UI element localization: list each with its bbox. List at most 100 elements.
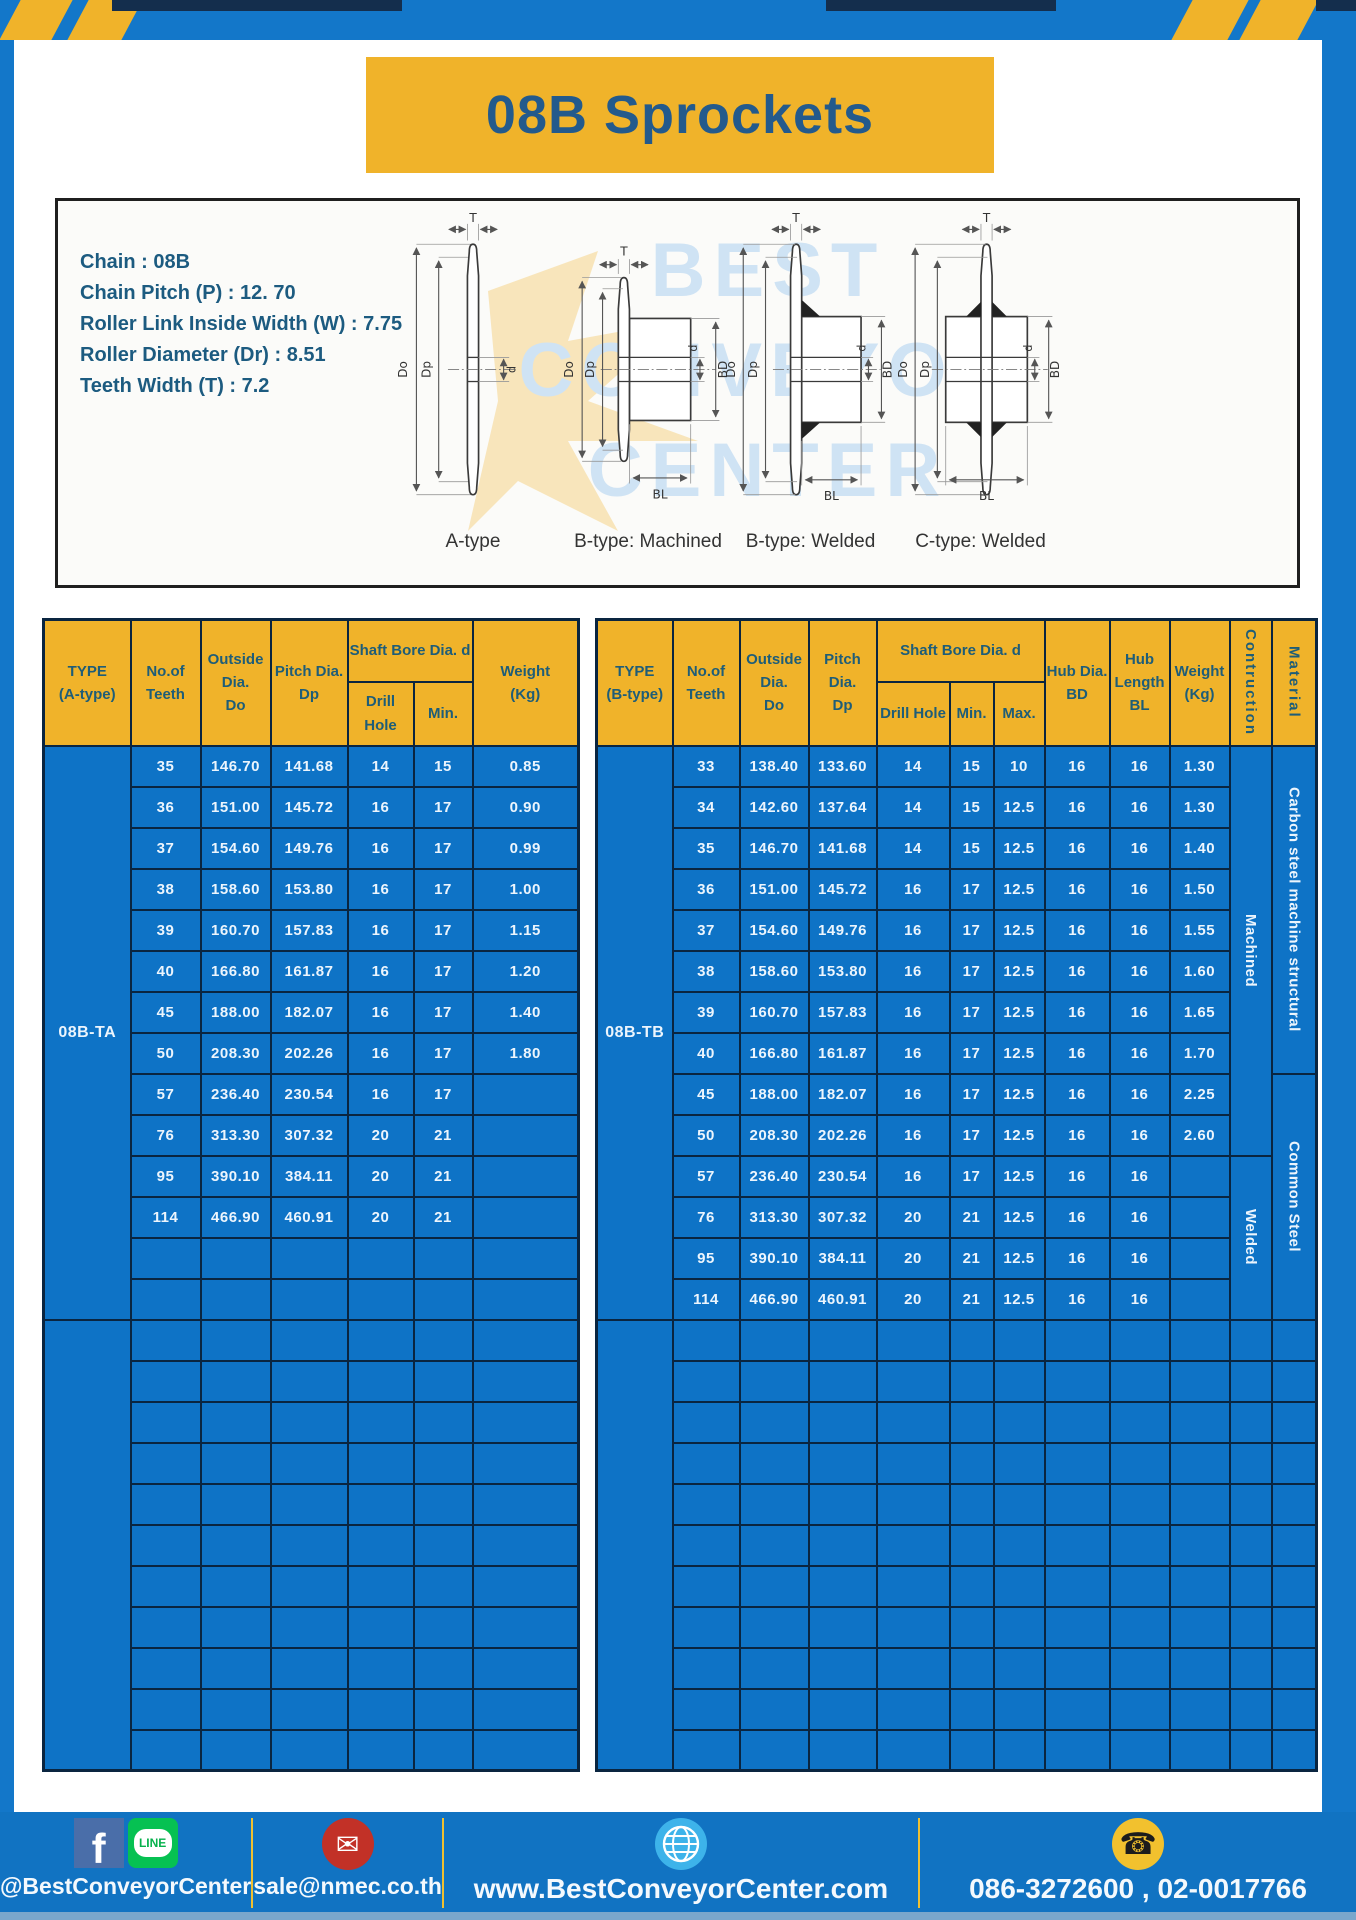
data-cell <box>269 1564 349 1608</box>
data-cell <box>346 1523 415 1567</box>
table-row: 08B-TA 35 146.70 141.68 14 15 0.85 <box>42 744 580 1321</box>
data-cell <box>199 1482 272 1526</box>
data-cell: 149.76 <box>269 826 349 870</box>
table-row <box>44 1441 580 1485</box>
data-cell <box>269 1605 349 1649</box>
data-cell <box>875 1687 951 1731</box>
data-cell: 188.00 <box>199 990 272 1034</box>
data-cell <box>346 1236 415 1280</box>
data-cell <box>1168 1154 1231 1198</box>
table-row: 57 236.40 230.54 16 17 12.5 16 16 Welded <box>597 1154 1317 1321</box>
data-cell <box>671 1687 741 1731</box>
data-cell: 16 <box>1043 908 1111 952</box>
data-cell <box>412 1687 474 1731</box>
data-cell: 35 <box>671 826 741 870</box>
data-cell <box>1168 1195 1231 1239</box>
data-cell: 160.70 <box>199 908 272 952</box>
table-row <box>44 1277 580 1321</box>
data-cell <box>199 1605 272 1649</box>
data-cell <box>471 1564 580 1608</box>
construction-cell: Welded <box>1228 1154 1273 1321</box>
page-title: 08B Sprockets <box>366 57 994 173</box>
table-row: 36 151.00 145.72 16 17 12.5 16 16 1.50 <box>597 867 1317 911</box>
data-cell: 17 <box>948 1031 995 1075</box>
dim-label-t: T <box>982 211 991 225</box>
data-cell <box>199 1728 272 1772</box>
data-cell <box>471 1605 580 1649</box>
table-row: 76 313.30 307.32 20 21 <box>44 1113 580 1157</box>
data-cell: 16 <box>1108 1277 1171 1321</box>
sprocket-table-a-type: TYPE (A-type) No.of Teeth Outside Dia. Do Pi… <box>42 618 581 1772</box>
data-cell <box>129 1359 202 1403</box>
table-row: 36 151.00 145.72 16 17 0.90 <box>44 785 580 829</box>
diagram-b-type-machined: T Do Dp d BD <box>553 209 743 553</box>
data-cell <box>199 1400 272 1444</box>
data-cell <box>671 1523 741 1567</box>
data-cell: 141.68 <box>269 744 349 788</box>
col-header-drill-hole: Drill Hole <box>346 680 415 747</box>
table-row <box>44 1400 580 1444</box>
data-cell <box>671 1400 741 1444</box>
data-cell <box>671 1564 741 1608</box>
footer-divider <box>917 1818 921 1908</box>
data-cell: 16 <box>1043 1195 1111 1239</box>
data-cell: 16 <box>1108 744 1171 788</box>
data-cell <box>992 1687 1046 1731</box>
data-cell: 10 <box>992 744 1046 788</box>
data-cell <box>346 1687 415 1731</box>
line-icon-label: LINE <box>133 1829 172 1857</box>
data-cell: 137.64 <box>807 785 878 829</box>
data-cell: 16 <box>875 1072 951 1116</box>
dim-label-do: Do <box>724 361 738 378</box>
data-cell <box>671 1482 741 1526</box>
data-cell <box>269 1728 349 1772</box>
data-cell: 161.87 <box>269 949 349 993</box>
data-cell: 33 <box>671 744 741 788</box>
data-cell <box>875 1441 951 1485</box>
data-cell: 12.5 <box>992 1277 1046 1321</box>
table-row <box>595 1318 1318 1772</box>
data-cell <box>129 1400 202 1444</box>
data-cell <box>948 1441 995 1485</box>
data-cell: 38 <box>671 949 741 993</box>
data-cell <box>1270 1687 1318 1731</box>
phone-numbers: 086-3272600 , 02-0017766 <box>969 1873 1307 1904</box>
type-cell <box>42 1318 132 1772</box>
data-cell <box>412 1605 474 1649</box>
data-cell <box>471 1195 580 1239</box>
data-cell <box>1228 1646 1273 1690</box>
dim-label-d: d <box>687 345 700 352</box>
type-cell: 08B-TA <box>42 744 132 1321</box>
data-cell: 16 <box>346 990 415 1034</box>
data-cell <box>1168 1646 1231 1690</box>
data-cell: 12.5 <box>992 1195 1046 1239</box>
data-cell <box>1228 1400 1273 1444</box>
data-cell <box>1108 1318 1171 1362</box>
data-cell <box>992 1646 1046 1690</box>
data-cell: 12.5 <box>992 1031 1046 1075</box>
spec-line-roller-dia: Roller Diameter (Dr) : 8.51 <box>80 344 326 366</box>
data-cell: 236.40 <box>738 1154 810 1198</box>
data-cell <box>412 1728 474 1772</box>
data-cell: 236.40 <box>199 1072 272 1116</box>
data-cell: 16 <box>1043 1154 1111 1198</box>
data-cell <box>346 1646 415 1690</box>
data-cell: 146.70 <box>738 826 810 870</box>
data-cell: 12.5 <box>992 1236 1046 1280</box>
data-cell <box>412 1482 474 1526</box>
data-cell <box>738 1318 810 1362</box>
data-cell: 17 <box>412 908 474 952</box>
data-cell: 154.60 <box>738 908 810 952</box>
table-row <box>597 1605 1318 1649</box>
data-cell <box>671 1318 741 1362</box>
data-cell <box>1270 1523 1318 1567</box>
data-cell <box>346 1359 415 1403</box>
data-cell: 149.76 <box>807 908 878 952</box>
col-header-teeth: No.of Teeth <box>129 618 202 747</box>
data-cell <box>1228 1359 1273 1403</box>
sprocket-table-b-type: TYPE (B-type) No.of Teeth Outside Dia. Do Pi… <box>595 618 1319 1772</box>
email-icon: ✉ <box>321 1818 374 1870</box>
data-cell <box>471 1441 580 1485</box>
data-cell: 50 <box>129 1031 202 1075</box>
data-cell <box>1270 1564 1318 1608</box>
